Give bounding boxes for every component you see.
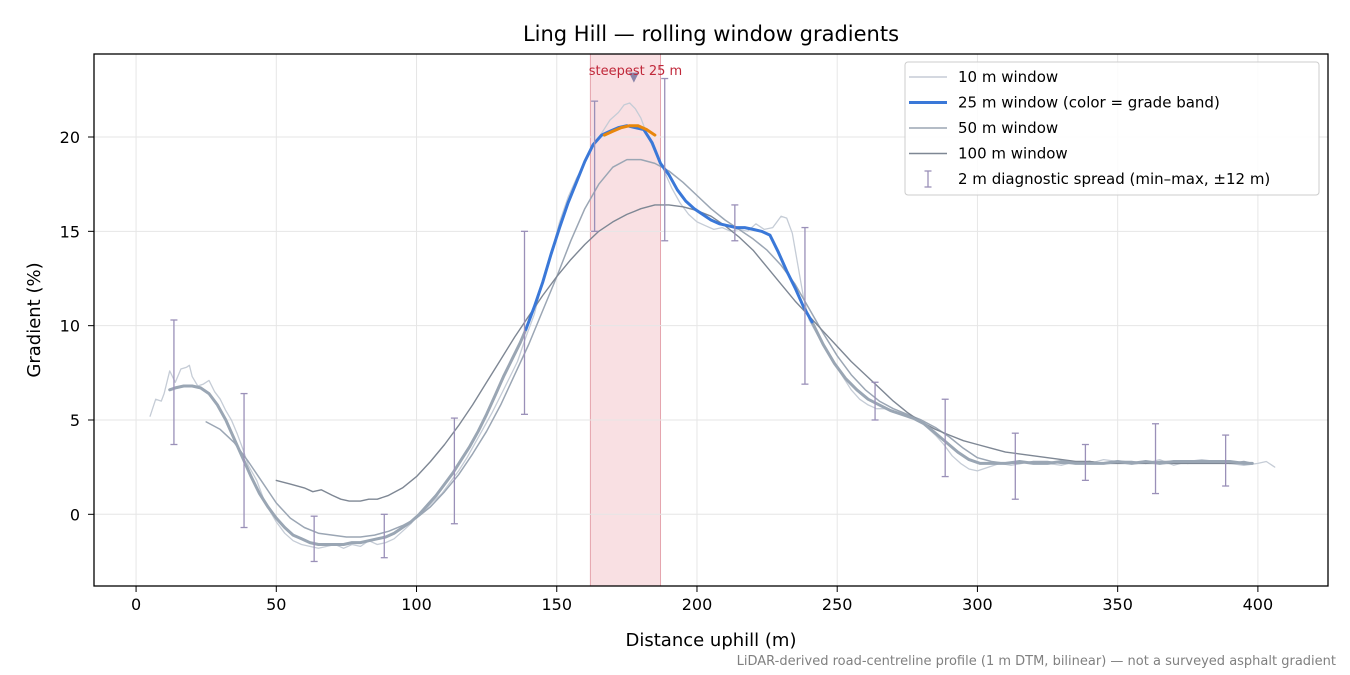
error-bar xyxy=(871,381,879,421)
series-100m-line xyxy=(275,204,1253,502)
legend-box xyxy=(904,61,1320,196)
x-tick-label: 200 xyxy=(682,595,713,614)
plot-area: 0 50 100 150 200 250 300 350 400 0 5 10 15 20 steepest… xyxy=(60,53,1328,614)
x-axis-title: Distance uphill (m) xyxy=(626,630,797,651)
error-bar xyxy=(1222,434,1230,487)
y-tick-label: 5 xyxy=(70,411,80,430)
steepest-label: steepest 25 m xyxy=(589,64,682,79)
series-25m-gray-tail-line xyxy=(810,320,1254,465)
error-bar xyxy=(591,100,599,232)
x-tick-label: 400 xyxy=(1243,595,1274,614)
series-25m-blue-line xyxy=(524,124,814,331)
error-bar xyxy=(450,417,458,525)
error-bar xyxy=(1011,432,1019,500)
error-bar xyxy=(170,319,178,446)
legend: 10 m window 25 m window (color = grade ba… xyxy=(904,61,1320,196)
steepest-marker xyxy=(628,72,639,83)
legend-label: 50 m window xyxy=(958,119,1058,137)
y-tick-label: 10 xyxy=(60,317,80,336)
x-tick-label: 50 xyxy=(266,595,286,614)
footnote: LiDAR-derived road-centreline profile (1… xyxy=(737,654,1336,669)
legend-label: 10 m window xyxy=(958,68,1058,86)
error-bar xyxy=(941,398,949,478)
x-tick-label: 0 xyxy=(131,595,141,614)
series-25m-gray-line xyxy=(168,327,528,546)
error-bar xyxy=(661,77,669,242)
x-tick-label: 250 xyxy=(822,595,853,614)
error-bar xyxy=(731,204,739,242)
y-tick-label: 15 xyxy=(60,222,80,241)
legend-label: 100 m window xyxy=(958,145,1068,163)
x-tick-label: 350 xyxy=(1102,595,1133,614)
y-tick-label: 20 xyxy=(60,128,80,147)
error-bar xyxy=(801,226,809,385)
error-bar xyxy=(240,392,248,529)
legend-label: 2 m diagnostic spread (min–max, ±12 m) xyxy=(958,170,1270,188)
x-tick-label: 100 xyxy=(401,595,432,614)
y-axis-title: Gradient (%) xyxy=(24,262,45,377)
y-tick-label: 0 xyxy=(70,505,80,524)
error-bar xyxy=(1081,443,1089,482)
error-bar xyxy=(310,515,318,563)
series-25m-orange-line xyxy=(602,124,657,137)
error-bar xyxy=(1152,423,1160,495)
steepest-band xyxy=(589,53,662,587)
x-tick-label: 150 xyxy=(541,595,572,614)
x-tick-label: 300 xyxy=(962,595,993,614)
plot-frame xyxy=(93,53,1329,587)
chart-title: Ling Hill — rolling window gradients xyxy=(523,22,899,46)
legend-label: 25 m window (color = grade band) xyxy=(958,94,1220,112)
error-bar xyxy=(380,513,388,559)
series-50m-line xyxy=(205,158,1254,538)
error-bar xyxy=(520,230,528,415)
series-10m-line xyxy=(149,102,1276,549)
